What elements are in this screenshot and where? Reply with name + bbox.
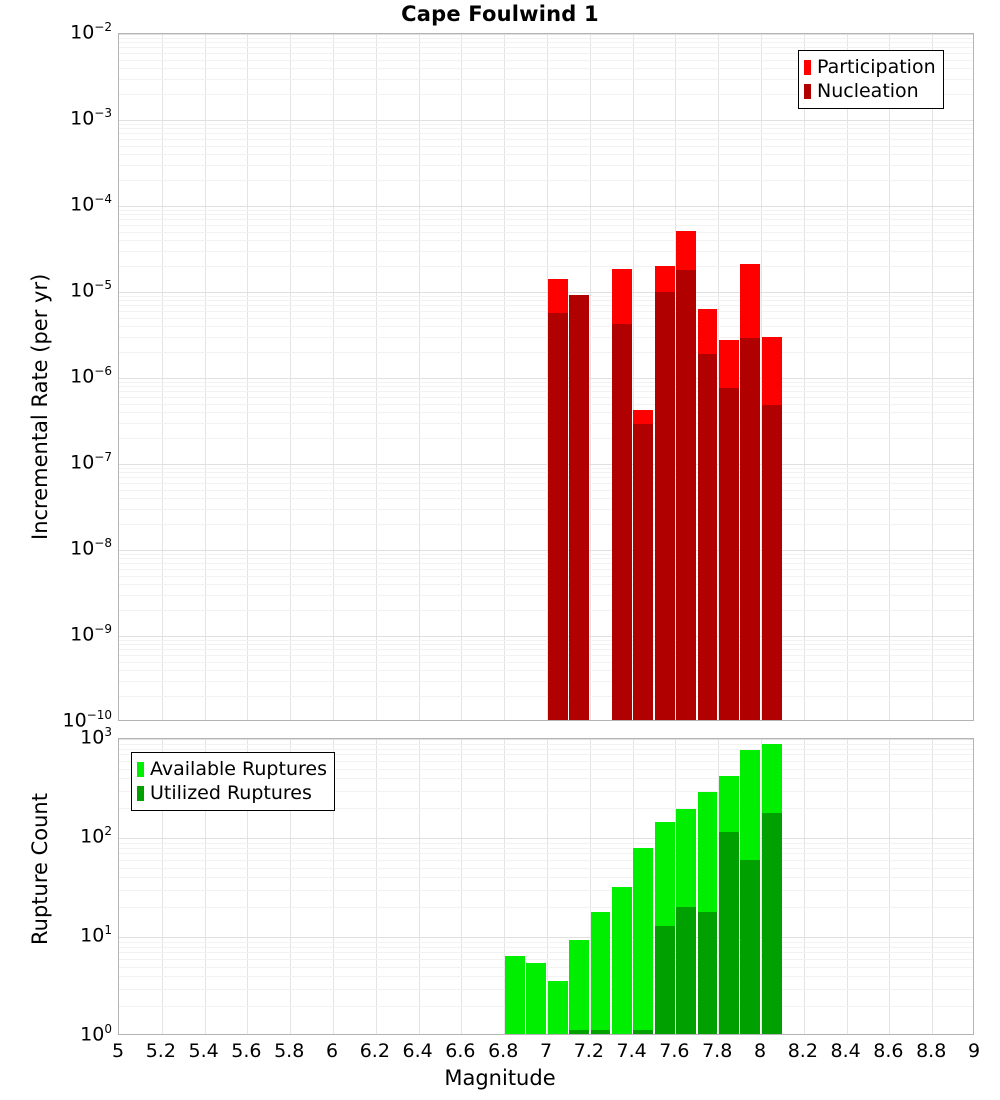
nucleation-bar xyxy=(740,338,761,720)
nucleation-bar xyxy=(633,424,654,720)
x-tick-label: 6.8 xyxy=(488,1040,519,1062)
x-tick-label: 8.6 xyxy=(873,1040,904,1062)
legend-label-participation: Participation xyxy=(817,55,936,78)
nucleation-bar xyxy=(697,354,718,720)
legend-label-nucleation: Nucleation xyxy=(817,79,919,102)
y-tick-label: 10−4 xyxy=(70,192,112,216)
x-tick-label: 9 xyxy=(967,1040,981,1062)
legend-rupture-count: Available Ruptures Utilized Ruptures xyxy=(131,752,335,811)
x-tick-label: 8.4 xyxy=(830,1040,861,1062)
y-axis-ticks-top: 10−2 10−3 10−4 10−5 10−6 10−7 10−8 10−9 10−10 xyxy=(0,0,112,740)
legend-item-participation[interactable]: Participation xyxy=(804,55,936,79)
nucleation-swatch-icon xyxy=(804,83,811,99)
y-tick-label: 10−3 xyxy=(70,106,112,130)
available-ruptures-bar xyxy=(611,886,632,1034)
utilized-ruptures-bar xyxy=(697,911,718,1034)
x-tick-label: 8.8 xyxy=(916,1040,947,1062)
x-tick-label: 6.4 xyxy=(402,1040,433,1062)
y-tick-label: 102 xyxy=(80,824,112,848)
available-ruptures-bar xyxy=(569,940,590,1034)
y-tick-label: 10−5 xyxy=(70,278,112,302)
nucleation-bar xyxy=(676,270,697,720)
y-tick-label: 10−10 xyxy=(62,708,112,732)
utilized-ruptures-bar xyxy=(761,812,782,1034)
bars-incremental-rate xyxy=(119,34,973,720)
utilized-ruptures-bar xyxy=(590,1029,611,1034)
y-axis-ticks-bottom: 103 102 101 100 xyxy=(0,0,112,1100)
x-tick-label: 5.2 xyxy=(145,1040,176,1062)
x-tick-label: 6.6 xyxy=(445,1040,476,1062)
y-tick-label: 100 xyxy=(80,1022,112,1046)
utilized-ruptures-bar xyxy=(633,1029,654,1034)
x-tick-label: 5.4 xyxy=(188,1040,219,1062)
available-ruptures-bar xyxy=(547,980,568,1034)
x-tick-label: 5.6 xyxy=(231,1040,262,1062)
nucleation-bar xyxy=(654,292,675,720)
legend-incremental-rate: Participation Nucleation xyxy=(798,50,944,109)
y-tick-label: 10−2 xyxy=(70,20,112,44)
x-tick-label: 6.2 xyxy=(359,1040,390,1062)
x-tick-label: 7.2 xyxy=(573,1040,604,1062)
y-axis-title-bottom: Rupture Count xyxy=(28,793,52,945)
y-tick-label: 10−9 xyxy=(70,622,112,646)
y-tick-label: 10−6 xyxy=(70,364,112,388)
y-tick-label: 10−7 xyxy=(70,450,112,474)
legend-item-utilized-ruptures[interactable]: Utilized Ruptures xyxy=(137,781,327,805)
available-ruptures-bar xyxy=(590,911,611,1034)
available-ruptures-swatch-icon xyxy=(137,761,144,777)
y-tick-label: 103 xyxy=(80,725,112,749)
y-tick-label: 101 xyxy=(80,923,112,947)
utilized-ruptures-swatch-icon xyxy=(137,785,144,801)
utilized-ruptures-bar xyxy=(569,1029,590,1034)
x-tick-label: 8 xyxy=(753,1040,767,1062)
utilized-ruptures-bar xyxy=(676,907,697,1034)
nucleation-bar xyxy=(569,295,590,720)
x-tick-label: 8.2 xyxy=(787,1040,818,1062)
incremental-rate-plot xyxy=(118,33,974,721)
utilized-ruptures-bar xyxy=(654,925,675,1034)
utilized-ruptures-bar xyxy=(718,831,739,1034)
nucleation-bar xyxy=(611,324,632,720)
available-ruptures-bar xyxy=(504,955,525,1034)
available-ruptures-bar xyxy=(526,962,547,1034)
legend-label-available-ruptures: Available Ruptures xyxy=(150,757,327,780)
x-tick-label: 6 xyxy=(325,1040,339,1062)
nucleation-bar xyxy=(718,388,739,720)
x-tick-label: 5.8 xyxy=(274,1040,305,1062)
legend-item-available-ruptures[interactable]: Available Ruptures xyxy=(137,757,327,781)
x-tick-label: 7.6 xyxy=(659,1040,690,1062)
nucleation-bar xyxy=(547,312,568,720)
x-tick-label: 7 xyxy=(539,1040,553,1062)
x-axis-title: Magnitude xyxy=(444,1066,556,1090)
legend-label-utilized-ruptures: Utilized Ruptures xyxy=(150,781,312,804)
utilized-ruptures-bar xyxy=(740,859,761,1034)
y-tick-label: 10−8 xyxy=(70,536,112,560)
x-tick-label: 7.4 xyxy=(616,1040,647,1062)
page-title: Cape Foulwind 1 xyxy=(401,2,599,26)
available-ruptures-bar xyxy=(633,847,654,1034)
participation-swatch-icon xyxy=(804,59,811,75)
x-tick-label: 7.8 xyxy=(702,1040,733,1062)
nucleation-bar xyxy=(761,405,782,720)
x-tick-label: 5 xyxy=(111,1040,125,1062)
bars-rupture-count xyxy=(119,739,973,1034)
legend-item-nucleation[interactable]: Nucleation xyxy=(804,79,936,103)
